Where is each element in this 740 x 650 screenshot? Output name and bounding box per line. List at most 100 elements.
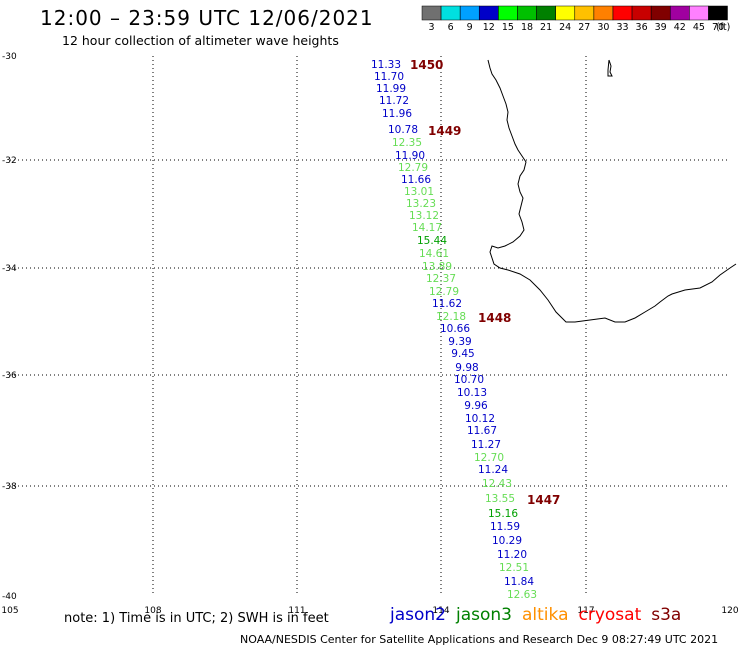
- scale-swatch: [440, 5, 461, 21]
- scale-tick-label: 15: [501, 22, 514, 33]
- wave-height-reading: 13.89: [422, 261, 452, 273]
- wave-height-reading: 9.39: [448, 336, 471, 348]
- color-scale-bar: [421, 5, 728, 21]
- scale-swatch: [421, 5, 442, 21]
- wave-height-reading: 11.67: [467, 425, 497, 437]
- wave-height-reading: 12.18: [436, 311, 466, 323]
- wave-height-reading: 12.70: [474, 452, 504, 464]
- wave-height-reading: 14.17: [412, 222, 442, 234]
- wave-height-reading: 14.61: [419, 248, 449, 260]
- lon-label: 114: [432, 606, 449, 616]
- wave-height-reading: 11.62: [432, 298, 462, 310]
- wave-height-reading: 12.51: [499, 562, 529, 574]
- scale-tick-label: 24: [559, 22, 572, 33]
- wave-height-reading: 12.35: [392, 137, 422, 149]
- wave-height-reading: 11.59: [490, 521, 520, 533]
- wave-height-reading: 10.66: [440, 323, 470, 335]
- wave-height-reading: 11.90: [395, 150, 425, 162]
- lat-label: -38: [2, 482, 17, 492]
- pass-number-label: 1447: [527, 493, 560, 507]
- scale-swatch: [498, 5, 518, 21]
- wave-height-reading: 13.01: [404, 186, 434, 198]
- wave-height-reading: 15.16: [488, 508, 518, 520]
- color-scale-unit: (ft): [716, 22, 731, 33]
- scale-swatch: [555, 5, 575, 21]
- scale-swatch: [574, 5, 595, 21]
- scale-swatch: [593, 5, 614, 21]
- wave-height-reading: 13.55: [485, 493, 515, 505]
- scale-swatch: [670, 5, 690, 21]
- scale-tick-label: 21: [540, 22, 553, 33]
- lon-label: 111: [288, 606, 305, 616]
- scale-tick-label: 12: [482, 22, 495, 33]
- lon-label: 117: [577, 606, 594, 616]
- australia-west-coastline: [487, 59, 737, 323]
- pass-number-label: 1450: [410, 58, 443, 72]
- wave-height-reading: 11.33: [371, 59, 401, 71]
- wave-height-reading: 10.12: [465, 413, 495, 425]
- lat-label: -32: [2, 156, 17, 166]
- scale-swatch: [459, 5, 480, 21]
- wave-height-reading: 13.23: [406, 198, 436, 210]
- scale-swatch: [536, 5, 556, 21]
- satellite-legend-item: altika: [522, 605, 569, 625]
- satellite-legend-item: jason3: [456, 605, 512, 625]
- coastline: [487, 59, 737, 323]
- scale-tick-label: 39: [654, 22, 667, 33]
- scale-tick-label: 18: [520, 22, 534, 33]
- scale-tick-label: 42: [673, 22, 686, 33]
- wave-height-reading: 12.43: [482, 478, 512, 490]
- wave-height-reading: 10.70: [454, 374, 484, 386]
- lon-label: 105: [1, 606, 18, 616]
- wave-height-reading: 11.84: [504, 576, 534, 588]
- wave-height-reading: 13.12: [409, 210, 439, 222]
- satellite-legend-item: s3a: [651, 605, 682, 625]
- scale-tick-label: 9: [466, 22, 473, 33]
- wave-height-reading: 12.79: [398, 162, 428, 174]
- scale-tick-label: 3: [428, 22, 435, 33]
- scale-tick-label: 6: [447, 22, 454, 33]
- wave-height-reading: 12.37: [426, 273, 456, 285]
- scale-tick-label: 30: [597, 22, 610, 33]
- footnote: note: 1) Time is in UTC; 2) SWH is in fe…: [64, 611, 329, 626]
- satellite-legend: jason2 jason3 altika cryosat s3a: [390, 605, 691, 625]
- scale-tick-label: 36: [635, 22, 648, 33]
- map-grid: 105 108 111 114 117 120 -30 -32 -34 -36 -38 -40: [1, 52, 738, 616]
- scale-swatch: [479, 5, 499, 21]
- satellite-legend-item: jason2: [390, 605, 446, 625]
- wave-height-reading: 11.27: [471, 439, 501, 451]
- wave-height-reading: 10.13: [457, 387, 487, 399]
- scale-swatch: [689, 5, 709, 21]
- wave-height-reading: 11.72: [379, 95, 409, 107]
- wave-height-reading: 11.96: [382, 108, 412, 120]
- lat-label: -40: [2, 592, 17, 602]
- scale-tick-label: 33: [616, 22, 629, 33]
- scale-swatch: [708, 5, 728, 21]
- scale-swatch: [631, 5, 652, 21]
- wave-height-reading: 11.24: [478, 464, 508, 476]
- satellite-legend-item: cryosat: [578, 605, 642, 625]
- page-title: 12:00 – 23:59 UTC 12/06/2021: [40, 6, 374, 30]
- scale-swatch: [517, 5, 537, 21]
- wave-height-reading: 10.78: [388, 124, 418, 136]
- island-outline: [607, 59, 613, 77]
- lat-label: -36: [2, 371, 17, 381]
- scale-tick-label: 27: [578, 22, 591, 33]
- lat-label: -34: [2, 264, 17, 274]
- wave-height-reading: 11.20: [497, 549, 527, 561]
- wave-height-reading: 10.29: [492, 535, 522, 547]
- wave-height-reading: 11.70: [374, 71, 404, 83]
- scale-swatch: [612, 5, 633, 21]
- credit-line: NOAA/NESDIS Center for Satellite Applica…: [240, 633, 719, 646]
- page-subtitle: 12 hour collection of altimeter wave hei…: [62, 33, 339, 48]
- wave-height-reading: 9.96: [464, 400, 488, 412]
- scale-tick-label: 70: [711, 22, 725, 33]
- wave-height-reading: 15.44: [417, 235, 447, 247]
- scale-tick-label: 45: [692, 22, 705, 33]
- lat-label: -30: [2, 52, 17, 62]
- wave-height-reading: 11.66: [401, 174, 431, 186]
- wave-height-reading: 12.63: [507, 589, 537, 601]
- lon-label: 120: [721, 606, 738, 616]
